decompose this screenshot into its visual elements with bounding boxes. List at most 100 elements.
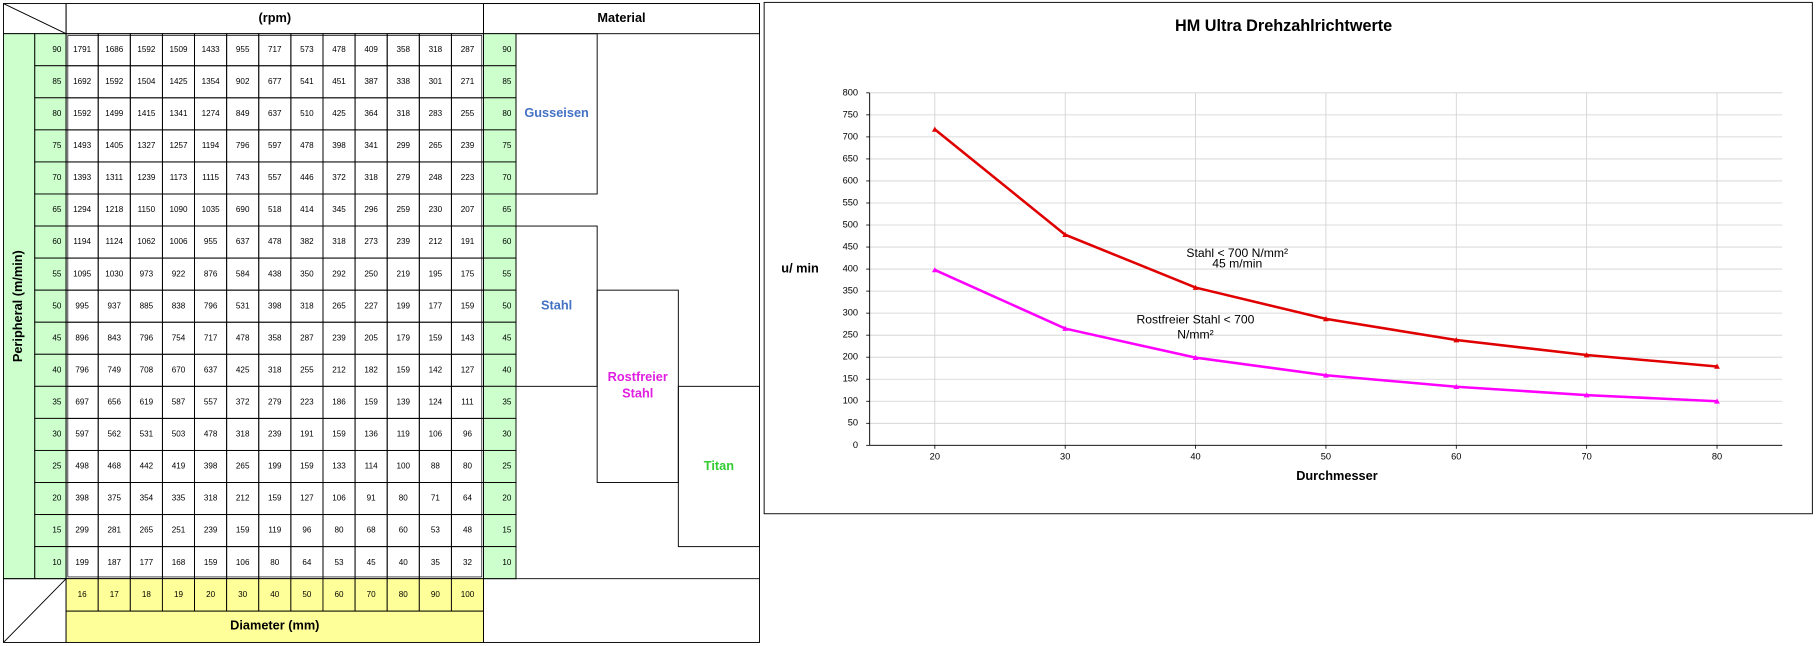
rpm-value: 212 [332,365,346,374]
rpm-value: 279 [268,398,282,407]
series-marker [1323,372,1329,378]
rpm-value: 259 [396,205,410,214]
rpm-value: 451 [332,77,346,86]
rpm-value: 318 [268,365,282,374]
rpm-value: 227 [364,301,378,310]
rpm-value: 1090 [169,205,188,214]
rpm-value: 64 [302,558,312,567]
speed-cell [34,33,67,67]
rpm-value: 749 [107,365,121,374]
rpm-value: 1433 [202,45,221,54]
speed-cell-right [483,482,517,516]
speed: 40 [52,365,62,374]
rpm-value: 419 [172,462,186,471]
rpm-value: 637 [236,237,250,246]
rpm-value: 478 [268,237,282,246]
speed-cell-right [483,161,517,195]
rpm-value: 937 [107,301,121,310]
speed: 70 [52,173,62,182]
rpm-value: 1194 [202,141,220,150]
rpm-value: 656 [107,398,121,407]
rpm-value: 876 [204,269,218,278]
rpm-value: 265 [236,462,250,471]
rpm-value: 127 [461,365,475,374]
material-box [515,33,598,195]
diameter: 80 [399,590,409,599]
x-tick-label: 60 [1451,451,1461,461]
y-tick-label: 200 [843,352,858,362]
rpm-value: 398 [75,494,89,503]
rpm-value: 557 [268,173,282,182]
rpm-value: 1030 [105,269,124,278]
diameter-cell [161,578,195,612]
corner-diagonal [3,578,67,643]
speed: 15 [502,526,512,535]
rpm-value: 96 [302,526,312,535]
material-header: Material [597,10,645,25]
rpm-value: 637 [204,365,218,374]
rpm-value: 468 [107,462,121,471]
y-tick-label: 0 [853,440,858,450]
diameter: 50 [302,590,312,599]
rpm-value: 531 [236,301,250,310]
rpm-value: 1327 [137,141,156,150]
rpm-value: 796 [140,333,154,342]
rpm-value: 843 [107,333,121,342]
rpm-value: 212 [236,494,250,503]
rpm-value: 159 [332,430,346,439]
rpm-value: 318 [204,494,218,503]
rpm-value: 106 [332,494,346,503]
rpm-value: 292 [332,269,346,278]
rpm-value: 223 [461,173,475,182]
rpm-value: 1509 [169,45,188,54]
speed: 55 [52,269,62,278]
x-tick-label: 50 [1321,451,1331,461]
rpm-header: (rpm) [259,10,292,25]
speed-label-cell [3,33,36,580]
speed: 50 [52,301,62,310]
series-marker [1583,392,1590,398]
rpm-value: 53 [335,558,345,567]
rpm-value: 1124 [106,237,124,246]
diameter: 18 [142,590,152,599]
rpm-value: 478 [300,141,314,150]
chart-title: HM Ultra Drehzahlrichtwerte [1175,17,1392,35]
rpm-value: 318 [332,237,346,246]
material-label: Stahl [541,298,572,313]
rpm-value: 955 [204,237,218,246]
speed-label: Peripheral (m/min) [10,250,25,362]
y-tick-label: 650 [843,153,858,163]
speed: 80 [52,109,62,118]
series-marker [1062,231,1069,238]
rpm-value: 35 [431,558,441,567]
rpm-value: 1592 [105,77,124,86]
rpm-value: 438 [268,269,282,278]
rpm-value: 597 [75,430,89,439]
material-area [483,3,760,643]
rpm-value: 354 [140,494,154,503]
diameter: 100 [461,590,475,599]
rpm-value: 338 [396,77,410,86]
series-marker [1583,352,1590,358]
speed: 10 [52,558,62,567]
speed-cell-right [483,193,517,227]
rpm-value: 212 [429,237,443,246]
speed: 90 [502,45,512,54]
rpm-value: 922 [172,269,186,278]
rpm-value: 1218 [105,205,124,214]
speed-cell [34,417,67,451]
rpm-value: 1150 [138,205,156,214]
rpm-value: 159 [204,558,218,567]
rpm-value: 478 [204,430,218,439]
series-marker [931,267,938,273]
rpm-value: 1062 [137,237,156,246]
rpm-value: 1341 [169,109,188,118]
x-tick-label: 70 [1582,451,1592,461]
y-tick-label: 250 [843,330,858,340]
speed: 50 [502,301,512,310]
y-tick-label: 800 [843,87,858,97]
rpm-value: 345 [332,205,346,214]
rpm-value: 48 [463,526,473,535]
rpm-value: 168 [172,558,186,567]
rpm-value: 182 [364,365,378,374]
